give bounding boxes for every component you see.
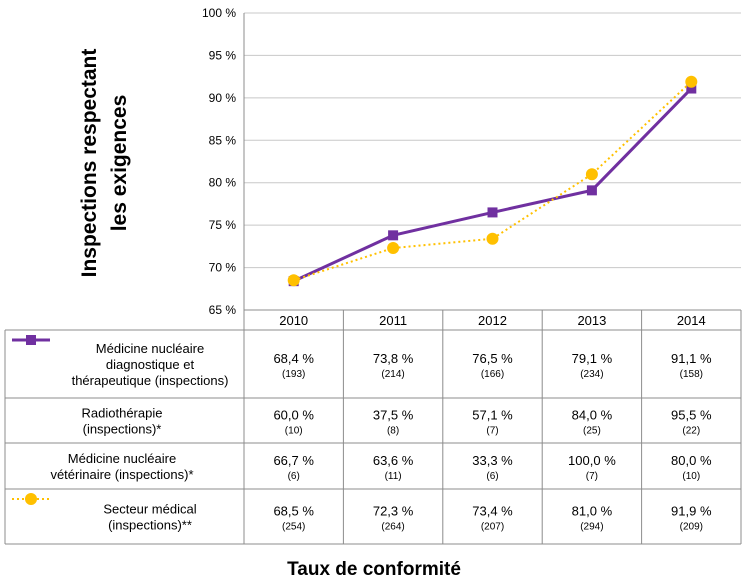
- y-tick-label: 100 %: [202, 6, 236, 20]
- y-tick-label: 75 %: [209, 218, 237, 232]
- series-layer: [287, 75, 698, 287]
- row-label: Médicine nucléaire: [96, 341, 204, 356]
- y-tick-label: 65 %: [209, 303, 237, 317]
- y-axis-title-line: Inspections respectant: [78, 49, 101, 278]
- table-count: (8): [387, 426, 399, 437]
- table-value: 68,5 %: [273, 504, 314, 519]
- table-count: (209): [680, 522, 703, 533]
- y-tick-label: 70 %: [209, 261, 237, 275]
- x-tick-label: 2014: [677, 313, 706, 328]
- data-point-square: [388, 230, 399, 241]
- table-value: 68,4 %: [273, 351, 314, 366]
- table-count: (22): [682, 426, 700, 437]
- y-tick-label: 95 %: [209, 48, 237, 62]
- x-tick-label: 2012: [478, 313, 507, 328]
- table-value: 80,0 %: [671, 453, 712, 468]
- table-value: 57,1 %: [472, 408, 513, 423]
- legend-marker-square: [26, 335, 36, 345]
- table-count: (214): [381, 369, 404, 380]
- table-count: (193): [282, 369, 305, 380]
- data-point-square: [686, 83, 697, 94]
- table-value: 100,0 %: [568, 453, 616, 468]
- table-count: (25): [583, 426, 601, 437]
- row-label: diagnostique et: [106, 357, 195, 372]
- table-value: 76,5 %: [472, 351, 513, 366]
- table-count: (6): [288, 471, 300, 482]
- row-label: Médicine nucléaire: [68, 451, 176, 466]
- y-axis-title: Inspections respectant les exigences: [78, 49, 131, 278]
- table-count: (6): [486, 471, 498, 482]
- data-point-circle: [387, 242, 400, 255]
- table-count: (158): [680, 369, 703, 380]
- x-tick-label: 2010: [279, 313, 308, 328]
- x-tick-label: 2011: [379, 313, 407, 328]
- row-label: (inspections)*: [83, 422, 162, 437]
- row-label: Secteur médical: [103, 502, 196, 517]
- legend-marker-circle: [25, 493, 37, 505]
- row-label: (inspections)**: [108, 518, 192, 533]
- table-value: 73,8 %: [373, 351, 414, 366]
- table-count: (234): [580, 369, 603, 380]
- table-count: (254): [282, 522, 305, 533]
- x-axis-title: Taux de conformité: [287, 559, 461, 580]
- table-count: (207): [481, 522, 504, 533]
- axis-titles: Inspections respectant les exigences Taux …: [78, 49, 461, 580]
- table-count: (264): [381, 522, 404, 533]
- series-line: [293, 87, 693, 283]
- data-point-circle: [585, 168, 598, 181]
- table-value: 60,0 %: [273, 408, 314, 423]
- table-value: 91,1 %: [671, 351, 712, 366]
- table-count: (10): [682, 471, 700, 482]
- table-count: (166): [481, 369, 504, 380]
- table-count: (7): [486, 426, 498, 437]
- gridlines: [244, 12, 741, 311]
- y-axis: 65 % 70 % 75 % 80 % 85 % 90 % 95 % 100 %: [202, 6, 245, 317]
- row-label: thérapeutique (inspections): [72, 373, 229, 388]
- table-value: 33,3 %: [472, 453, 513, 468]
- table-count: (7): [586, 471, 598, 482]
- table-value: 63,6 %: [373, 453, 414, 468]
- table-count: (10): [285, 426, 303, 437]
- row-label: Radiothérapie: [82, 406, 163, 421]
- data-point-circle: [486, 232, 499, 245]
- y-tick-label: 80 %: [209, 176, 237, 190]
- y-tick-label: 85 %: [209, 133, 237, 147]
- table-value: 91,9 %: [671, 504, 712, 519]
- data-point-circle: [287, 274, 300, 287]
- table-value: 37,5 %: [373, 408, 414, 423]
- data-point-square: [487, 207, 498, 218]
- row-label: vétérinaire (inspections)*: [50, 467, 193, 482]
- y-axis-title-line: les exigences: [108, 95, 131, 232]
- table-count: (294): [580, 522, 603, 533]
- x-tick-label: 2013: [577, 313, 606, 328]
- data-point-square: [586, 185, 597, 196]
- table-value: 81,0 %: [572, 504, 613, 519]
- table-value: 84,0 %: [572, 408, 613, 423]
- table-value: 66,7 %: [273, 453, 314, 468]
- data-point-circle: [685, 75, 698, 88]
- table-value: 73,4 %: [472, 504, 513, 519]
- table-value: 95,5 %: [671, 408, 712, 423]
- table-value: 79,1 %: [572, 351, 613, 366]
- series-line: [293, 81, 692, 282]
- table-value: 72,3 %: [373, 504, 414, 519]
- table-count: (11): [385, 471, 402, 482]
- y-tick-label: 90 %: [209, 91, 237, 105]
